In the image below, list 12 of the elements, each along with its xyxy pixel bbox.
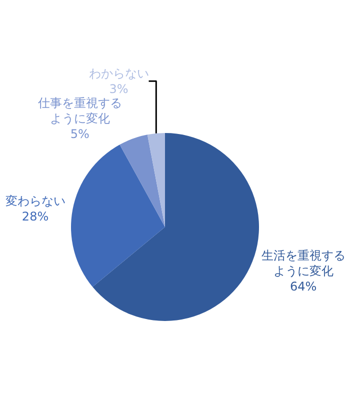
data-label: 3%	[109, 82, 128, 96]
slice-label: わからない	[88, 66, 149, 80]
pie-slice	[120, 134, 165, 227]
slice-label: 仕事を重視するように変化	[36, 96, 122, 126]
pie-slice	[92, 133, 259, 321]
pie-slice	[147, 133, 165, 227]
slice-label: 変わらない	[5, 194, 66, 208]
slice-label: 生活を重視するように変化	[261, 248, 346, 278]
data-label: 28%	[22, 210, 49, 224]
data-label: 5%	[70, 127, 90, 142]
pie-slice	[71, 144, 165, 287]
data-label: 64%	[290, 280, 317, 294]
